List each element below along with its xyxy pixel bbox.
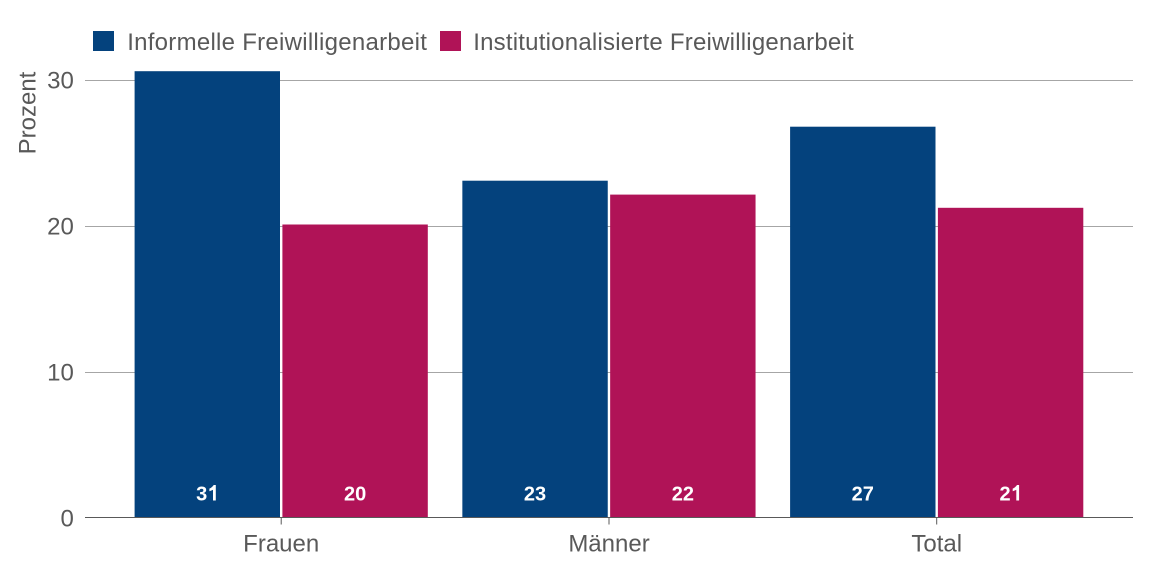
svg-text:22: 22 [672,483,694,505]
svg-text:Institutionalisierte Freiwilli: Institutionalisierte Freiwilligenarbeit [473,29,854,56]
svg-text:Männer: Männer [568,531,649,558]
svg-text:Informelle Freiwilligenarbeit: Informelle Freiwilligenarbeit [127,29,427,56]
svg-text:30: 30 [47,68,74,95]
svg-text:10: 10 [47,360,74,387]
svg-text:2: 2 [999,483,1010,505]
svg-text:27: 27 [852,483,874,505]
svg-text:0: 0 [60,505,73,532]
svg-text:Frauen: Frauen [243,531,319,558]
svg-text:20: 20 [344,483,366,505]
svg-text:3: 3 [196,483,207,505]
svg-text:23: 23 [524,483,546,505]
svg-text:Total: Total [911,531,962,558]
svg-text:20: 20 [47,214,74,241]
svg-text:Prozent: Prozent [15,71,42,154]
